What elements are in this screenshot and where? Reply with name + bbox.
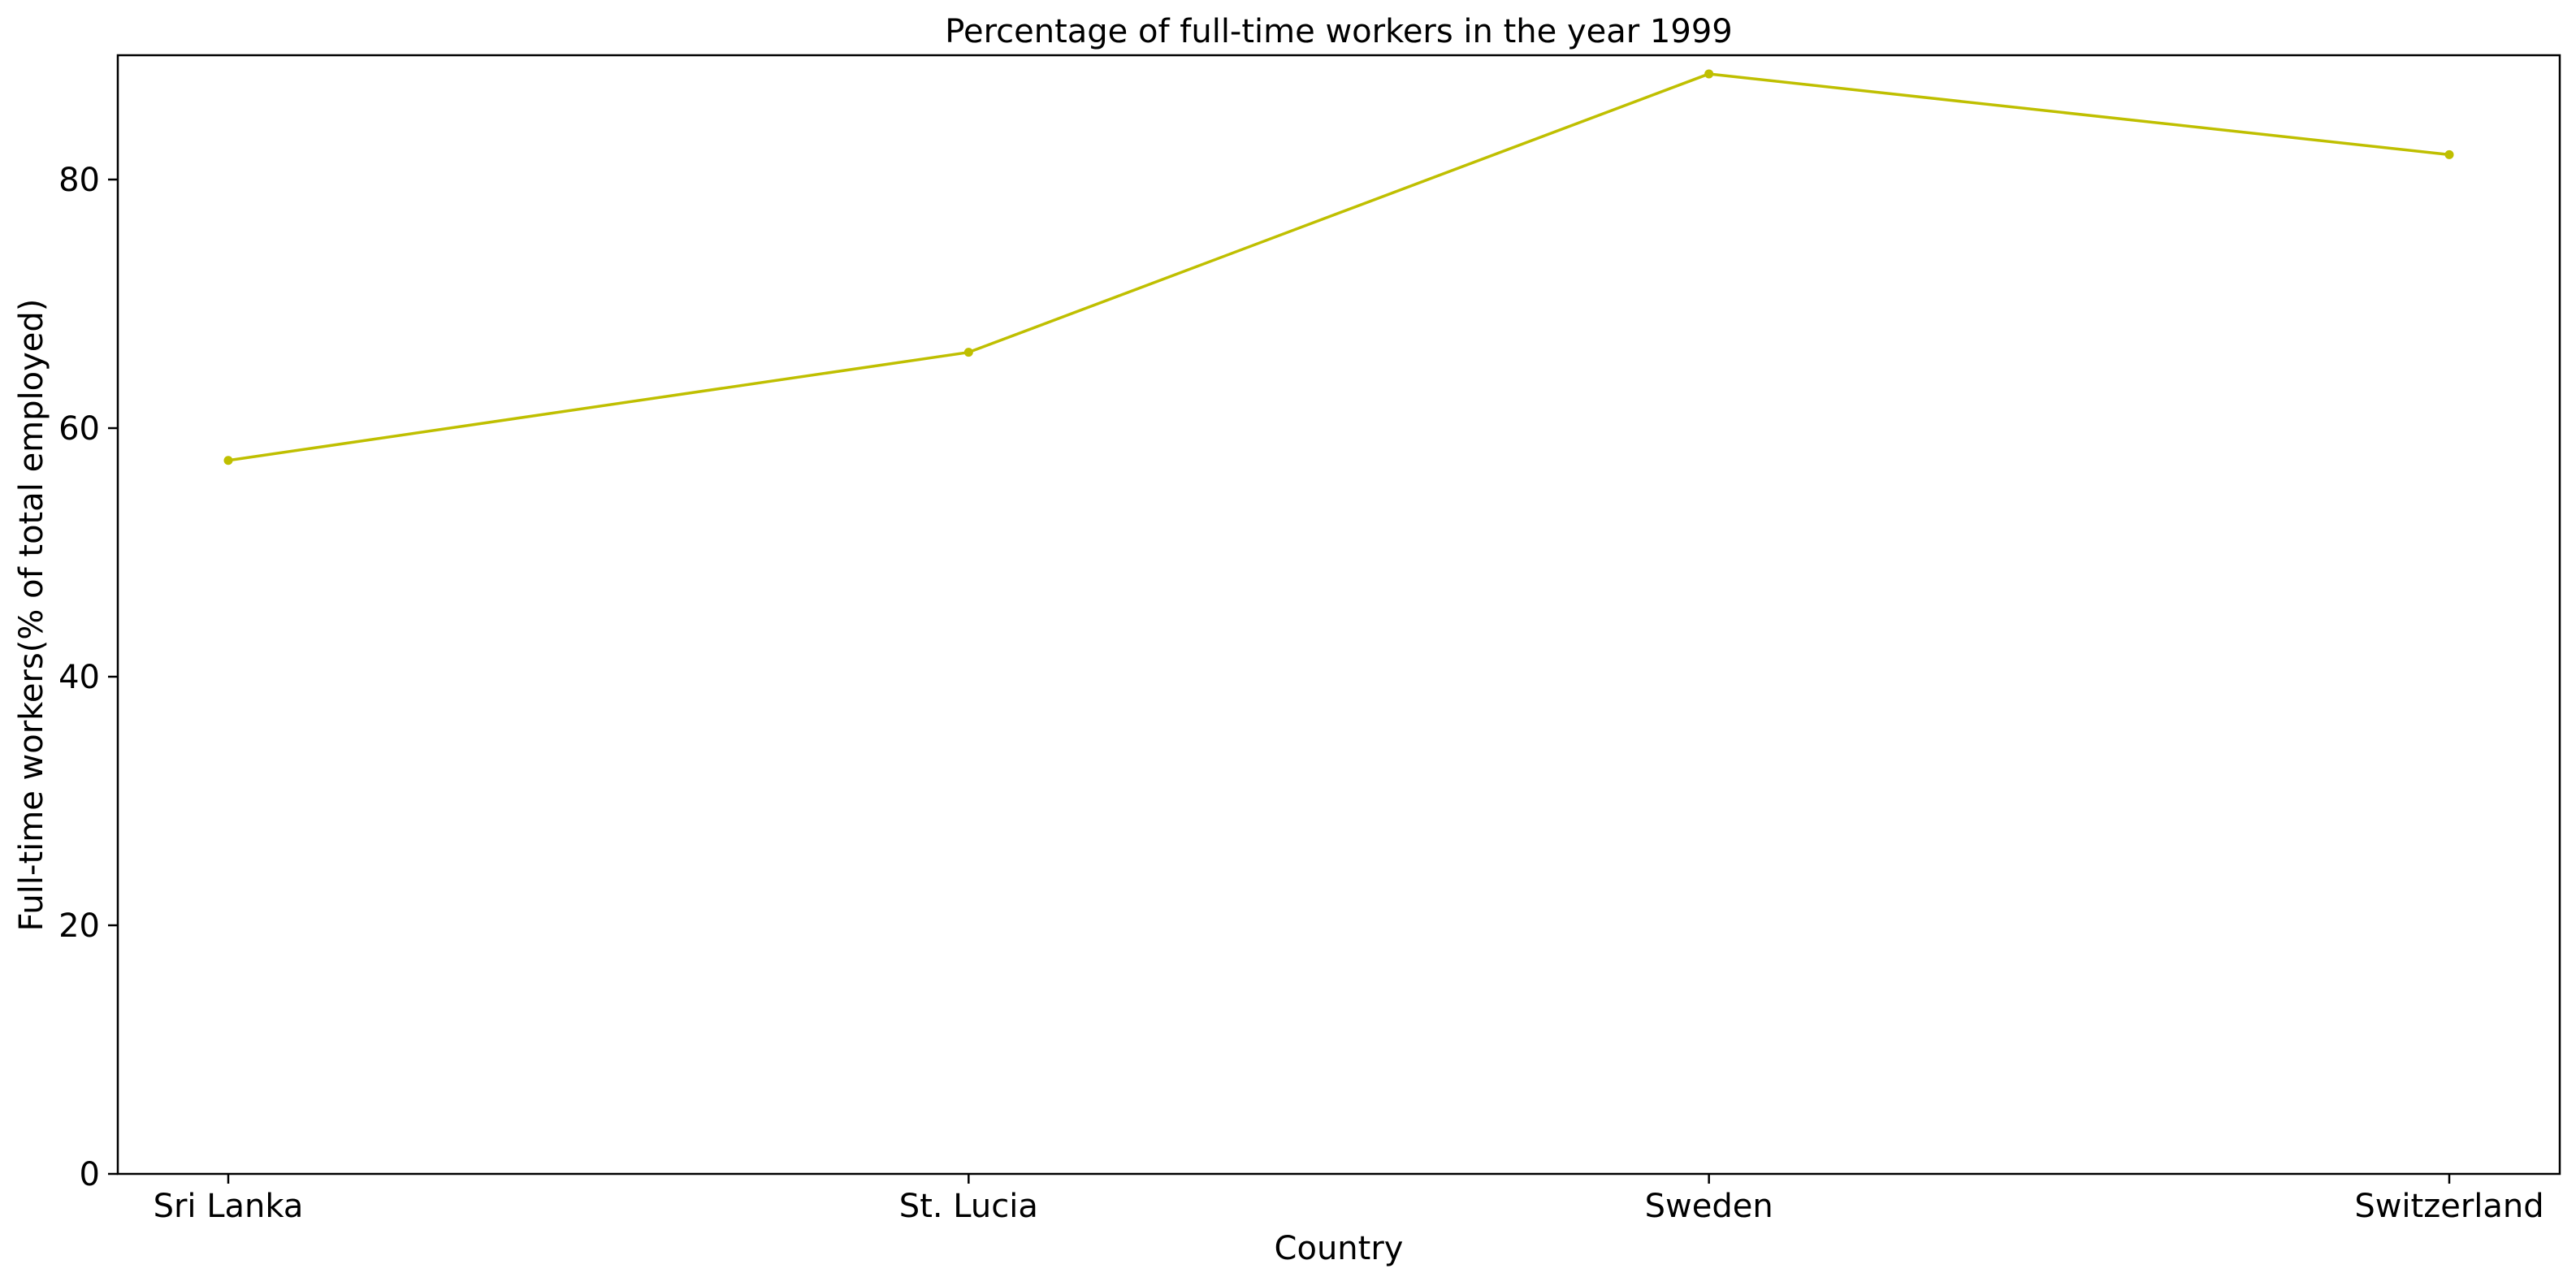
chart-title: Percentage of full-time workers in the y… — [945, 13, 1732, 50]
x-tick-label: Sri Lanka — [154, 1188, 304, 1225]
data-point-st-lucia — [963, 348, 973, 357]
x-tick-label: St. Lucia — [899, 1188, 1038, 1225]
data-point-sri-lanka — [223, 456, 233, 465]
series-layer — [223, 69, 2454, 465]
y-tick-label: 20 — [58, 907, 100, 945]
y-axis: 0 20 40 60 80 — [58, 162, 118, 1193]
x-tick-label: Switzerland — [2354, 1188, 2544, 1225]
data-point-sweden — [1704, 69, 1714, 79]
x-axis: Sri Lanka St. Lucia Sweden Switzerland — [154, 1174, 2544, 1225]
y-tick-label: 0 — [80, 1156, 100, 1193]
x-axis-label: Country — [1275, 1230, 1404, 1267]
y-axis-label: Full-time workers(% of total employed) — [13, 299, 50, 932]
series-line — [227, 72, 2450, 462]
plot-area — [116, 54, 2561, 1176]
x-tick-label: Sweden — [1645, 1188, 1773, 1225]
y-tick-label: 40 — [58, 659, 100, 696]
y-tick-label: 60 — [58, 410, 100, 448]
data-point-switzerland — [2444, 149, 2454, 159]
plot-frame — [116, 54, 2561, 1176]
y-tick-label: 80 — [58, 162, 100, 199]
